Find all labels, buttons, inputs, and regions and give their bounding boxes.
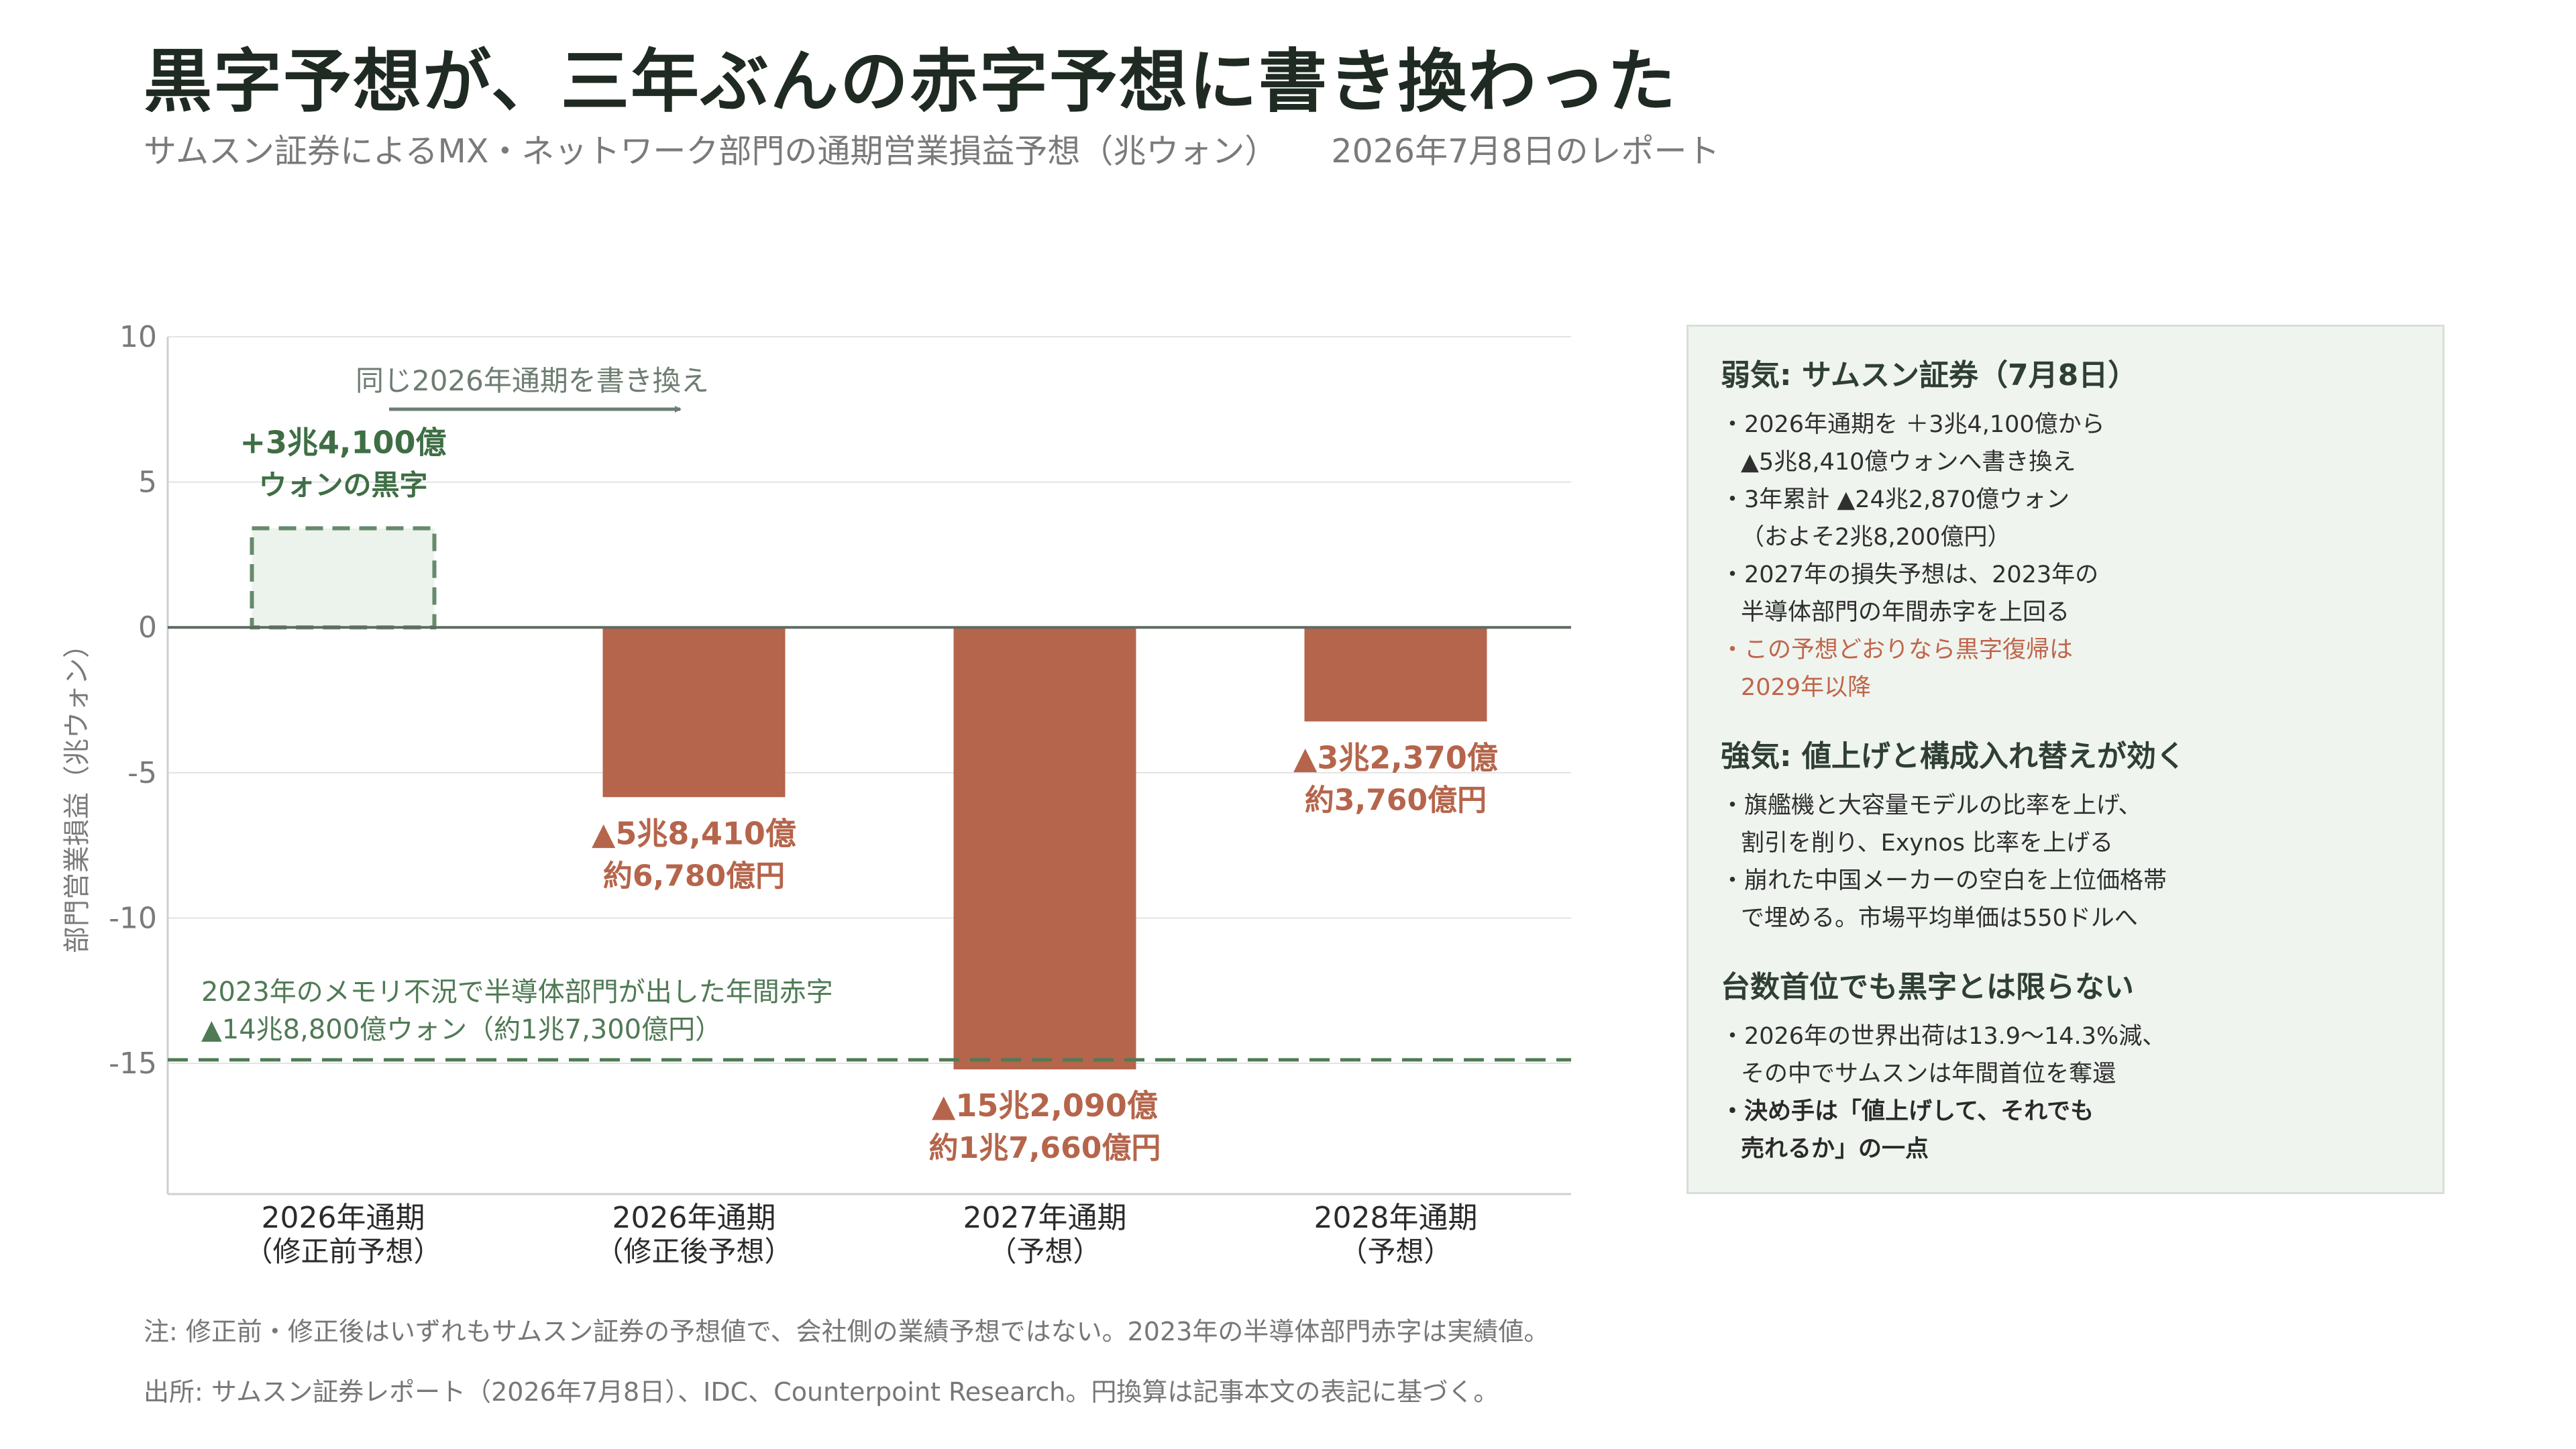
- panel-list-item: ・2027年の損失予想は、2023年の 半導体部門の年間赤字を上回る: [1721, 561, 2099, 626]
- data-label: ▲5兆8,410億: [592, 815, 796, 851]
- bar-chart: 10 5 0 -5 -10 -15 部門営業損益（兆ウォン） 2023年のメモリ不況で半導体部…: [62, 320, 1571, 1268]
- panel-list: ・旗艦機と大容量モデルの比率を上げ、 割引を削り、Exynos 比率を上げる ・崩…: [1721, 787, 2410, 937]
- y-tick-label: 5: [138, 466, 157, 500]
- y-tick-label: 10: [119, 320, 157, 354]
- x-tick-label: 2026年通期: [612, 1201, 776, 1235]
- commentary-panel: 弱気: サムスン証券（7月8日） ・2026年通期を ＋3兆4,100億から ▲5…: [1686, 325, 2445, 1194]
- reference-value: ▲14兆8,800億ウォン（約1兆7,300億円）: [201, 1014, 722, 1045]
- footnote: 注: 修正前・修正後はいずれもサムスン証券の予想値で、会社側の業績予想ではない。…: [144, 1317, 1550, 1346]
- x-tick-label: 2027年通期: [963, 1201, 1127, 1235]
- page-title: 黒字予想が、三年ぶんの赤字予想に書き換わった: [144, 42, 1677, 122]
- panel-list-item: ・2026年の世界出荷は13.9〜14.3%減、 その中でサムスンは年間首位を奪…: [1721, 1023, 2166, 1087]
- x-tick-sublabel: （予想）: [1339, 1235, 1452, 1268]
- reference-label: 2023年のメモリ不況で半導体部門が出した年間赤字: [201, 977, 833, 1008]
- report-date: 2026年7月8日のレポート: [1331, 132, 1720, 170]
- data-label: ▲15兆2,090億: [932, 1087, 1158, 1124]
- data-label-sub: 約3,760億円: [1305, 783, 1487, 817]
- panel-list: ・2026年の世界出荷は13.9〜14.3%減、 その中でサムスンは年間首位を奪…: [1721, 1018, 2410, 1168]
- bar-2026-pre-revision: [250, 526, 437, 630]
- page-subtitle: サムスン証券によるMX・ネットワーク部門の通期営業損益予想（兆ウォン） 2026年…: [144, 125, 1719, 172]
- panel-list-item: ・3年累計 ▲24兆2,870億ウォン （およそ2兆8,200億円）: [1721, 486, 2070, 551]
- data-label: ▲3兆2,370億: [1293, 739, 1498, 775]
- axes: [166, 337, 1571, 1195]
- x-tick-sublabel: （修正後予想）: [595, 1235, 792, 1268]
- source-note: 出所: サムスン証券レポート（2026年7月8日）、IDC、Counterpoi…: [144, 1377, 1499, 1407]
- grid-lines: [168, 336, 1571, 1065]
- x-tick-sublabel: （修正前予想）: [244, 1235, 441, 1268]
- panel-list: ・2026年通期を ＋3兆4,100億から ▲5兆8,410億ウォンへ書き換え・…: [1721, 406, 2410, 706]
- y-axis-label: 部門営業損益（兆ウォン）: [62, 631, 93, 953]
- y-tick-label: -10: [109, 901, 157, 935]
- panel-list-item: ・崩れた中国メーカーの空白を上位価格帯 で埋める。市場平均単価は550ドルへ: [1721, 867, 2167, 932]
- data-label-sub: 約6,780億円: [603, 859, 785, 893]
- data-label-sub: ウォンの黒字: [258, 468, 427, 501]
- panel-list-item: ・旗艦機と大容量モデルの比率を上げ、 割引を削り、Exynos 比率を上げる: [1721, 792, 2142, 857]
- data-label: +3兆4,100億: [239, 424, 446, 460]
- panel-list-item: ・この予想どおりなら黒字復帰は 2029年以降: [1721, 637, 2074, 701]
- bar-3: [1304, 627, 1487, 722]
- x-tick-label: 2026年通期: [262, 1201, 425, 1235]
- y-tick-label: 0: [138, 610, 157, 645]
- bars: [250, 526, 1487, 1070]
- panel-list-item: ・2026年通期を ＋3兆4,100億から ▲5兆8,410億ウォンへ書き換え: [1721, 411, 2105, 476]
- panel-list-item: ・決め手は「値上げして、それでも 売れるか」の一点: [1721, 1098, 2094, 1163]
- panel-content: 弱気: サムスン証券（7月8日） ・2026年通期を ＋3兆4,100億から ▲5…: [1721, 351, 2410, 1168]
- data-label-sub: 約1兆7,660億円: [929, 1131, 1161, 1165]
- panel-heading: 強気: 値上げと構成入れ替えが効く: [1721, 739, 2186, 773]
- panel-heading: 弱気: サムスン証券（7月8日）: [1721, 358, 2138, 392]
- y-tick-label: -15: [109, 1046, 157, 1081]
- bar-1: [602, 627, 786, 798]
- x-tick-sublabel: （予想）: [988, 1235, 1101, 1268]
- panel-heading: 台数首位でも黒字とは限らない: [1721, 970, 2134, 1004]
- subtitle-text: サムスン証券によるMX・ネットワーク部門の通期営業損益予想（兆ウォン）: [144, 132, 1278, 170]
- labels: 10 5 0 -5 -10 -15 部門営業損益（兆ウォン） 2023年のメモリ不況で半導体部…: [62, 320, 1498, 1268]
- rewrite-annotation: 同じ2026年通期を書き換え: [356, 364, 709, 397]
- bar-2: [953, 627, 1136, 1070]
- x-tick-label: 2028年通期: [1314, 1201, 1478, 1235]
- y-tick-label: -5: [127, 756, 157, 790]
